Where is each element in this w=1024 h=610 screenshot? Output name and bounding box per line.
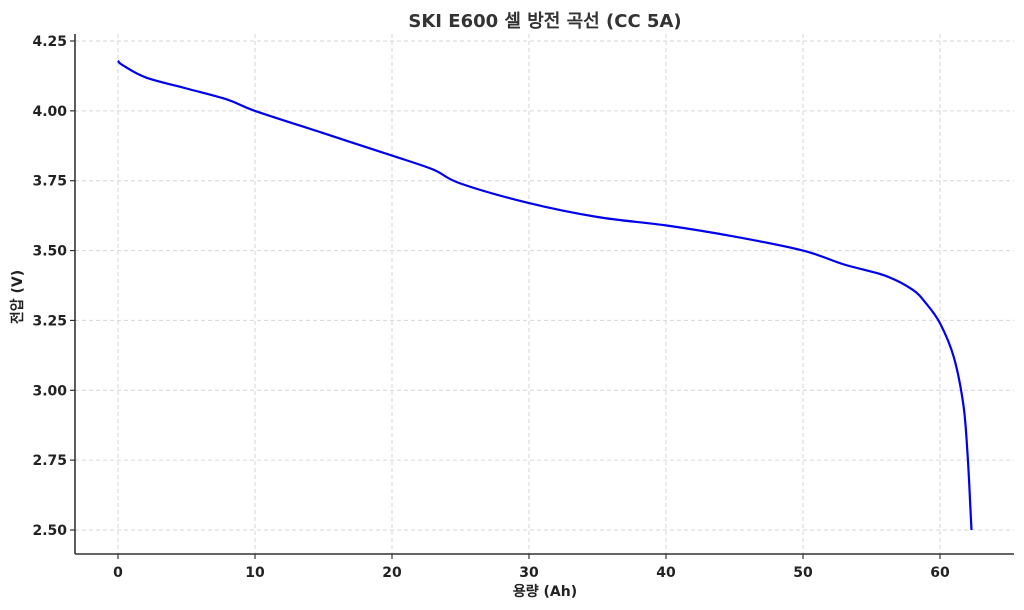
axis-ticks: 0 10 20 30 40 50 60 2.50 2.75 3.00 3.25 3.50 3.75 4.0… [32, 34, 950, 581]
y-tick-label: 3.25 [32, 313, 67, 329]
y-tick-label: 4.00 [32, 104, 67, 120]
y-tick-label: 3.00 [32, 383, 67, 399]
axes-spines [74, 34, 1014, 555]
x-tick-label: 0 [113, 565, 123, 581]
y-tick-label: 3.50 [32, 244, 67, 260]
y-tick-label: 4.25 [32, 34, 67, 50]
grid-lines [75, 34, 1014, 554]
x-tick-label: 60 [930, 565, 950, 581]
x-tick-label: 40 [656, 565, 676, 581]
y-tick-label: 2.75 [32, 453, 67, 469]
discharge-line [117, 59, 973, 531]
y-axis-label: 전압 (V) [9, 270, 26, 324]
x-tick-label: 10 [245, 565, 265, 581]
x-tick-label: 20 [382, 565, 402, 581]
x-tick-label: 50 [793, 565, 813, 581]
y-tick-label: 2.50 [32, 523, 67, 539]
x-axis-label: 용량 (Ah) [513, 584, 577, 600]
x-tick-label: 30 [519, 565, 539, 581]
y-tick-label: 3.75 [32, 174, 67, 190]
chart-title: SKI E600 셀 방전 곡선 (CC 5A) [408, 11, 681, 32]
